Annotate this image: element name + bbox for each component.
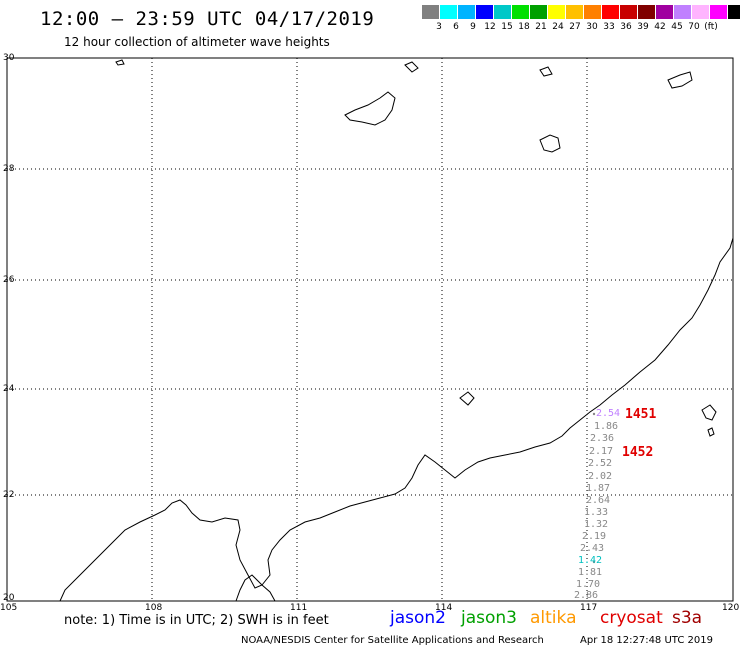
color-swatch-17 [728, 5, 740, 19]
color-scale-label: 12 [484, 22, 496, 32]
track-value: 1.32 [584, 519, 609, 530]
pass-number-1451: 1451 [625, 407, 657, 422]
legend-s3a: s3a [672, 608, 703, 628]
color-scale-label: 21 [535, 22, 547, 32]
color-scale-labels: 3 6 9 12 15 18 21 24 27 30 33 36 39 42 45 70 (ft) [422, 22, 740, 34]
color-swatch-2 [458, 5, 476, 19]
lat-label-22: 22 [3, 490, 15, 500]
color-scale-label: 45 [671, 22, 683, 32]
wave-height-color-scale [422, 5, 740, 19]
color-swatch-10 [602, 5, 620, 19]
color-swatch-6 [530, 5, 548, 19]
map-subtitle: 12 hour collection of altimeter wave hei… [64, 35, 330, 49]
lon-label-114: 114 [435, 603, 453, 613]
island-small-2 [707, 427, 715, 437]
color-swatch-12 [638, 5, 656, 19]
lon-label-120: 120 [722, 603, 740, 613]
color-scale-label: 36 [620, 22, 632, 32]
color-scale-label: 15 [501, 22, 513, 32]
track-value: 2.36 [590, 433, 615, 444]
island-pearl [459, 391, 475, 406]
track-value: 1.42 [578, 555, 603, 566]
color-swatch-1 [440, 5, 458, 19]
track-value: 2.19 [582, 531, 607, 542]
legend-cryosat: cryosat [600, 608, 663, 628]
pass-number-1452: 1452 [622, 445, 654, 460]
coastline-mainland [59, 237, 734, 602]
track-value: 2.02 [588, 471, 613, 482]
color-swatch-4 [494, 5, 512, 19]
inland-lake-1 [344, 91, 396, 126]
color-swatch-0 [422, 5, 440, 19]
credit-text: NOAA/NESDIS Center for Satellite Applica… [241, 635, 544, 646]
track-top-value: 2.54 [596, 408, 621, 419]
color-swatch-14 [674, 5, 692, 19]
color-scale-label: 39 [637, 22, 649, 32]
track-value: 1.70 [576, 579, 601, 590]
track-value: 2.64 [586, 495, 611, 506]
color-scale-label: 18 [518, 22, 530, 32]
color-scale-label: (ft) [704, 22, 718, 32]
lat-label-24: 24 [3, 384, 15, 394]
track-value: 1.87 [586, 483, 611, 494]
lon-label-117: 117 [580, 603, 598, 613]
color-swatch-5 [512, 5, 530, 19]
graticule [7, 58, 733, 601]
color-scale-label: 9 [470, 22, 476, 32]
legend-jason3: jason3 [461, 608, 517, 628]
lat-label-30: 30 [3, 53, 15, 63]
taiwan-island [701, 404, 717, 421]
track-value: 1.86 [594, 421, 619, 432]
color-scale-label: 30 [586, 22, 598, 32]
legend-altika: altika [530, 608, 577, 628]
inland-lake-4 [404, 61, 419, 73]
color-swatch-8 [566, 5, 584, 19]
altimeter-ground-track [592, 412, 596, 564]
color-swatch-15 [692, 5, 710, 19]
map-frame [6, 57, 734, 602]
color-scale-label: 42 [654, 22, 666, 32]
hainan-island [235, 574, 276, 602]
island-small-1 [115, 59, 125, 66]
inland-lake-3 [667, 71, 693, 89]
inland-lake-2 [539, 134, 561, 153]
track-value: 2.52 [588, 458, 613, 469]
color-scale-label: 70 [688, 22, 700, 32]
color-scale-label: 24 [552, 22, 564, 32]
color-swatch-7 [548, 5, 566, 19]
lon-label-105: 105 [0, 603, 18, 613]
color-swatch-13 [656, 5, 674, 19]
inland-lake-5 [539, 66, 553, 77]
track-value: 2.86 [574, 590, 599, 601]
color-swatch-11 [620, 5, 638, 19]
track-value: 1.33 [584, 507, 609, 518]
lon-label-111: 111 [290, 603, 308, 613]
track-value: 2.43 [580, 543, 605, 554]
map-title: 12:00 – 23:59 UTC 04/17/2019 [40, 8, 375, 30]
lat-label-28: 28 [3, 164, 15, 174]
lat-label-26: 26 [3, 275, 15, 285]
color-swatch-3 [476, 5, 494, 19]
track-value: 2.17 [589, 446, 614, 457]
timestamp-text: Apr 18 12:27:48 UTC 2019 [580, 635, 713, 646]
color-scale-label: 27 [569, 22, 581, 32]
legend-jason2: jason2 [390, 608, 446, 628]
track-value: 1.81 [578, 567, 603, 578]
lon-label-108: 108 [145, 603, 163, 613]
footer-note: note: 1) Time is in UTC; 2) SWH is in fe… [64, 613, 329, 628]
color-swatch-9 [584, 5, 602, 19]
lat-label-20: 20 [3, 593, 15, 603]
color-scale-label: 3 [436, 22, 442, 32]
color-scale-label: 33 [603, 22, 615, 32]
color-scale-label: 6 [453, 22, 459, 32]
color-swatch-16 [710, 5, 728, 19]
